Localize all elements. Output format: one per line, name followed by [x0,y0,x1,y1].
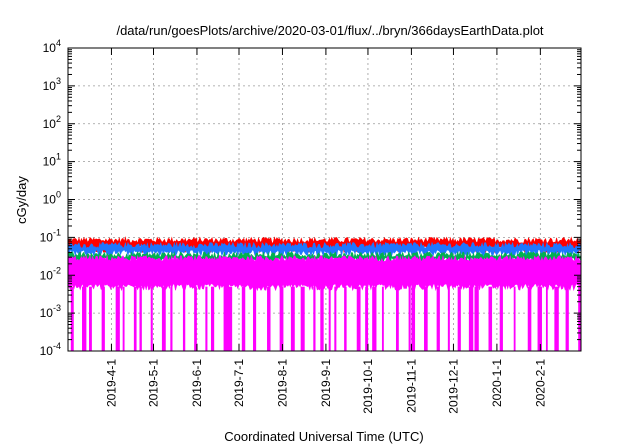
dropout-spike [150,286,153,351]
dropout-spike [372,286,377,351]
y-tick-label: 10-4 [40,341,61,358]
dropout-spike [447,286,450,351]
dropout-spike [365,286,369,351]
dropout-spike [545,286,548,351]
x-tick-label: 2019-6-1 [190,359,204,407]
dropout-spike [328,286,331,351]
dropout-spike [395,286,399,351]
dropout-spike [290,286,295,351]
x-axis-ticks: 2019-4-1 2019-5-1 2019-6-1 2019-7-1 2019-8-1… [104,48,547,414]
dropout-spike [408,286,411,351]
dropout-spike [474,286,479,351]
dropout-spike [411,286,416,351]
y-tick-label: 102 [43,114,61,131]
dropout-spike [210,286,215,351]
y-axis-label: cGy/day [14,176,29,224]
x-tick-label: 2019-8-1 [275,359,289,407]
y-axis-ticks: 10-4 10-3 10-2 10-1 100 101 102 103 104 [40,38,581,358]
dropout-spike [381,286,384,351]
dropout-spike [313,286,316,351]
dropout-spike [279,286,284,351]
dropout-spike [488,286,493,351]
x-tick-label: 2019-10-1 [361,359,375,414]
dropout-spike [101,286,105,351]
dropout-spike [499,286,503,351]
y-tick-label: 101 [43,152,61,169]
dropout-spike [537,286,542,351]
y-tick-label: 100 [43,190,61,207]
dropout-spike [334,286,337,351]
dropout-spike [436,286,440,351]
dropout-spike [194,286,197,351]
y-tick-label: 103 [43,76,61,93]
dropout-spike [253,286,257,351]
dropout-spike [70,286,74,351]
dropout-spike [527,286,532,351]
x-tick-label: 2019-9-1 [319,359,333,407]
x-axis-label: Coordinated Universal Time (UTC) [224,429,423,444]
dropout-spike [424,286,428,351]
dropout-spike [344,286,347,351]
x-tick-label: 2019-11-1 [404,359,418,413]
dropout-spike [356,286,361,351]
dropout-spike [82,286,87,351]
dropout-spike [133,286,137,351]
dropout-spike [89,286,92,351]
series-band-3 [67,254,582,292]
dropout-spike [115,286,120,351]
x-tick-label: 2019-7-1 [232,359,246,407]
dropout-spike [320,286,324,351]
dropout-spike [161,286,166,351]
dropout-spike [554,286,559,351]
y-tick-label: 10-3 [40,303,61,320]
x-tick-label: 2019-5-1 [147,359,161,407]
dropout-spike [182,286,186,351]
dropout-spike [122,286,125,351]
y-tick-label: 104 [43,38,61,55]
grid [68,48,581,351]
x-tick-label: 2020-1-1 [490,359,504,407]
dropout-spike [227,286,233,351]
dropout-spike [565,286,569,351]
y-tick-label: 10-1 [40,227,61,244]
plot-area [67,47,582,352]
dropout-spike [267,286,271,351]
dropout-spike [513,286,516,351]
x-tick-label: 2019-4-1 [104,359,118,407]
y-tick-label: 10-2 [40,265,61,282]
dropout-spike [241,286,246,351]
dropout-spike [223,286,228,351]
dropout-spike [139,286,142,351]
dropout-spike [205,286,208,351]
chart-title: /data/run/goesPlots/archive/2020-03-01/f… [116,23,543,38]
dropout-spike [457,286,461,351]
data-layer [67,236,582,351]
dropout-spike [300,286,305,351]
x-tick-label: 2020-2-1 [533,359,547,407]
x-tick-label: 2019-12-1 [446,359,460,414]
dropout-spike [468,286,474,351]
dropout-spike [170,286,173,351]
